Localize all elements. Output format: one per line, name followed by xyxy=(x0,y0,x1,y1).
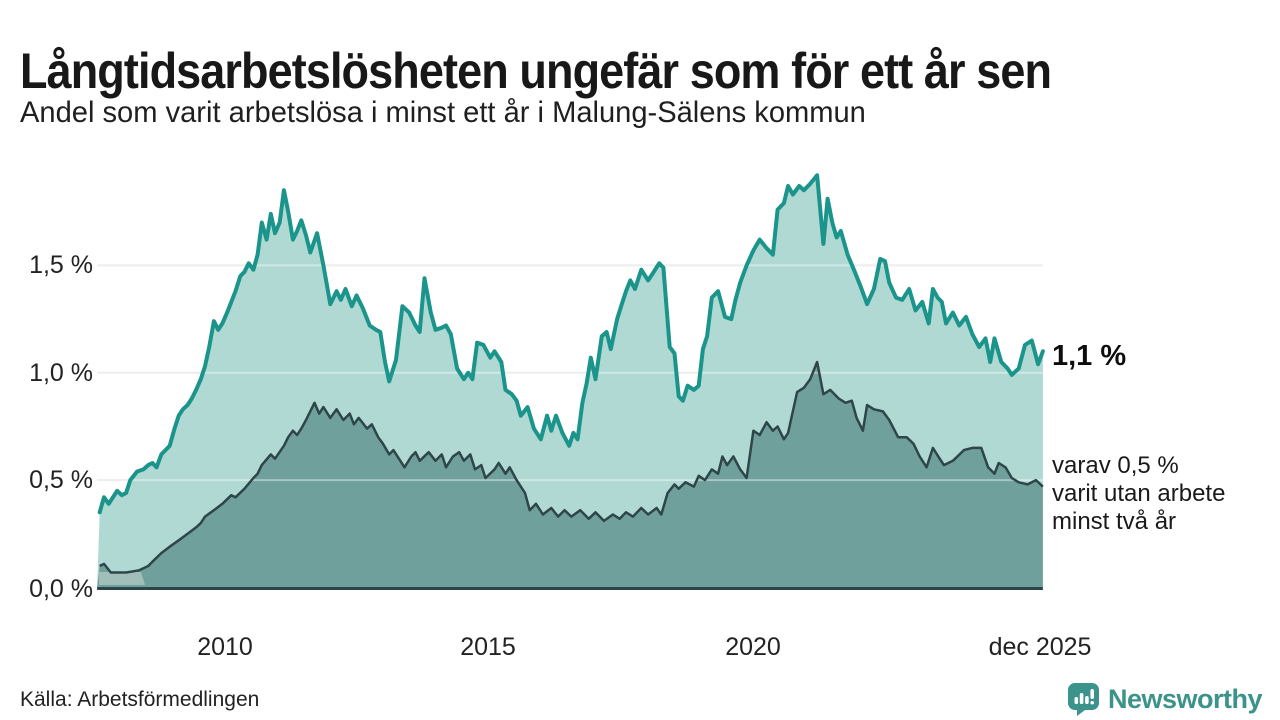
chart-title: Långtidsarbetslösheten ungefär som för e… xyxy=(20,42,1052,99)
newsworthy-logo: Newsworthy xyxy=(1067,682,1263,716)
y-axis-tick-label: 0,0 % xyxy=(29,575,93,603)
newsworthy-wordmark: Newsworthy xyxy=(1107,683,1263,714)
y-axis-tick-label: 0,5 % xyxy=(29,466,93,494)
x-axis-tick-label: 2010 xyxy=(197,633,253,661)
latest-value-label: 1,1 % xyxy=(1052,340,1127,372)
x-axis-tick-label: dec 2025 xyxy=(988,633,1092,661)
source-note: Källa: Arbetsförmedlingen xyxy=(20,688,260,711)
breakdown-line: varav 0,5 % xyxy=(1052,452,1179,479)
x-axis-tick-label: 2020 xyxy=(725,633,781,661)
x-axis-tick-label: 2015 xyxy=(460,633,516,661)
breakdown-annotation: varav 0,5 % varit utan arbete minst två … xyxy=(1052,452,1225,536)
breakdown-line: minst två år xyxy=(1052,508,1177,535)
chart-subtitle: Andel som varit arbetslösa i minst ett å… xyxy=(20,96,866,129)
y-axis-tick-label: 1,5 % xyxy=(29,251,93,279)
y-axis-tick-label: 1,0 % xyxy=(29,359,93,387)
breakdown-line: varit utan arbete xyxy=(1052,480,1226,507)
newsworthy-icon xyxy=(1067,683,1099,716)
